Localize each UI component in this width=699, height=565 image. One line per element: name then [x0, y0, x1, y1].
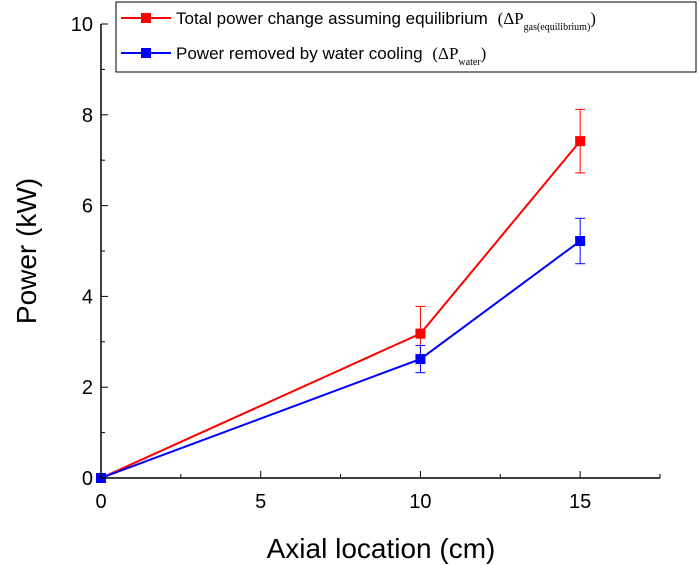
series-0 — [96, 108, 586, 483]
x-axis-title: Axial location (cm) — [267, 533, 496, 564]
series-line — [100, 140, 581, 479]
data-point — [575, 236, 586, 247]
y-tick-label: 2 — [82, 377, 93, 399]
legend-symbol-water-cooling: (ΔP — [432, 44, 458, 63]
data-point — [415, 354, 426, 365]
legend: Total power change assuming equilibrium … — [115, 1, 697, 73]
legend-marker-water-cooling — [141, 48, 151, 58]
y-tick-label: 6 — [82, 196, 93, 218]
data-layer — [96, 108, 586, 483]
legend-marker-total-power — [141, 13, 151, 23]
legend-subscript-total-power: gas(equilibrium) — [524, 22, 591, 33]
legend-symbol-total-power: (ΔP — [498, 9, 524, 28]
y-tick-label: 8 — [82, 105, 93, 127]
y-tick-label: 10 — [71, 14, 93, 36]
series-1 — [96, 217, 586, 483]
series-line — [100, 240, 581, 479]
legend-subscript-water-cooling: water — [458, 57, 481, 68]
axes-layer: 0 2 4 6 8 10 0 5 10 15 — [71, 14, 661, 513]
legend-label-total-power: Total power change assuming equilibrium — [176, 9, 488, 28]
legend-box — [115, 1, 697, 73]
legend-label-water-cooling: Power removed by water cooling — [176, 44, 423, 63]
y-tick-label: 0 — [82, 468, 93, 490]
x-tick-label: 15 — [569, 491, 591, 513]
y-axis-title: Power (kW) — [11, 178, 42, 324]
x-tick-label: 10 — [409, 491, 431, 513]
y-tick-label: 4 — [82, 286, 93, 308]
data-point — [415, 328, 426, 339]
legend-symbol-close-water-cooling: ) — [481, 44, 487, 63]
data-point — [575, 136, 586, 147]
svg-text:Total power change assuming eq: Total power change assuming equilibrium … — [176, 9, 596, 33]
legend-entry-water-cooling: Power removed by water cooling (ΔPwater) — [121, 44, 486, 68]
x-tick-label: 0 — [95, 491, 106, 513]
legend-symbol-close-total-power: ) — [590, 9, 596, 28]
x-tick-label: 5 — [255, 491, 266, 513]
legend-entry-total-power: Total power change assuming equilibrium … — [121, 9, 596, 33]
svg-text:Power removed by water cooling: Power removed by water cooling (ΔPwater) — [176, 44, 486, 68]
